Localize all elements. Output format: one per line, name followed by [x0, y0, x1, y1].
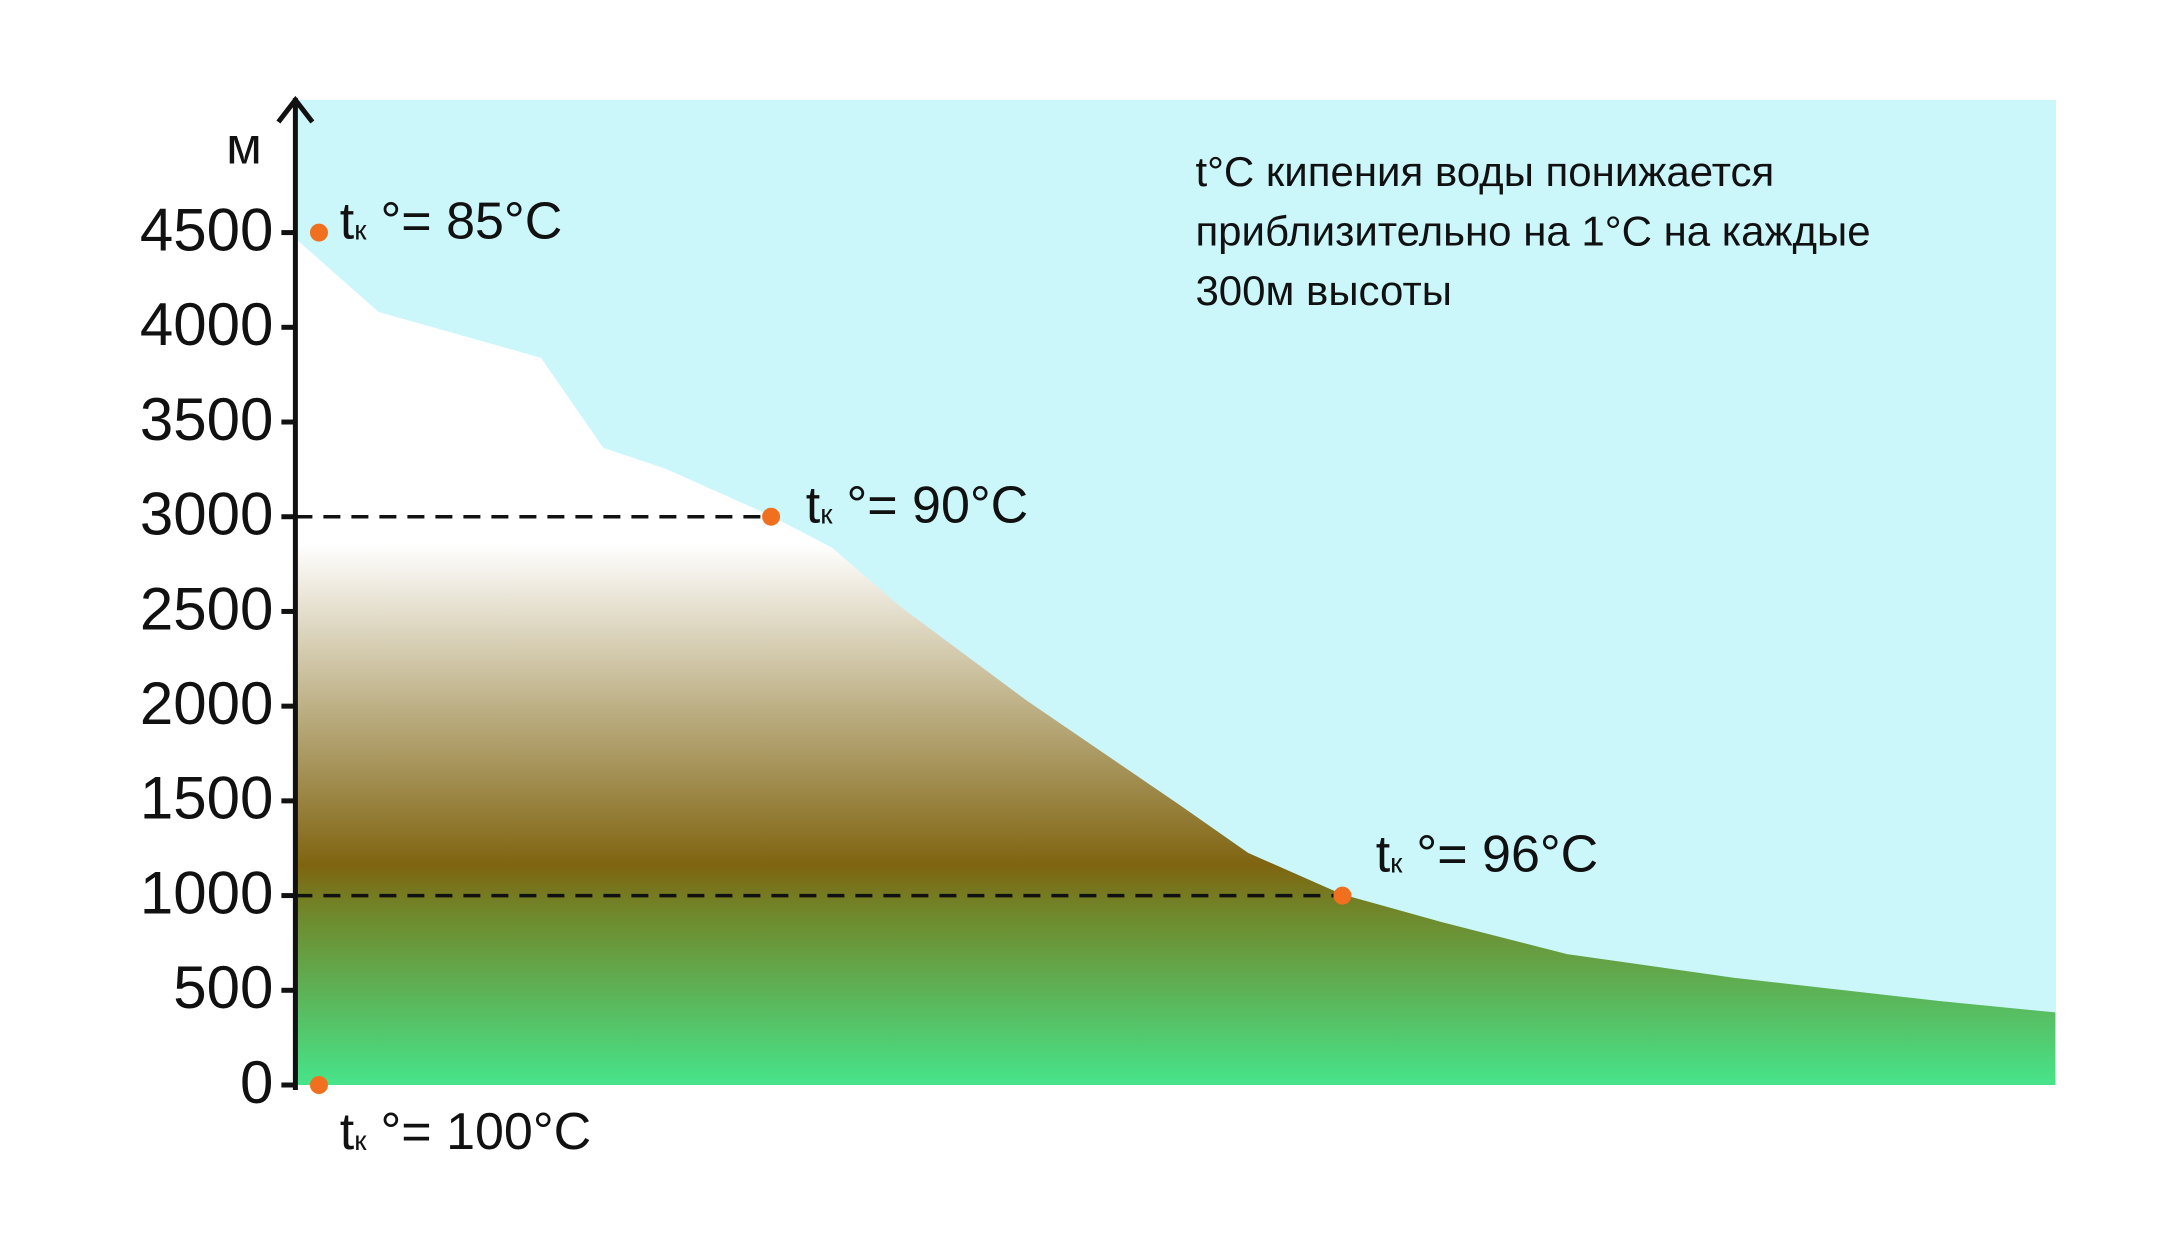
y-axis-label: м: [226, 118, 262, 176]
point: [762, 507, 781, 526]
note-line: 300м высоты: [1195, 267, 1451, 314]
label-t: t: [806, 476, 821, 534]
label-text: °= 85°C: [380, 192, 562, 250]
y-tick-label: 2500: [140, 575, 273, 642]
y-tick-label: 500: [173, 954, 273, 1021]
y-tick-label: 1500: [140, 765, 273, 832]
point: [309, 223, 328, 242]
axis-arrow: [276, 95, 315, 124]
point-label: tк °= 90°C: [806, 476, 1029, 534]
point: [1333, 886, 1352, 905]
y-tick-label: 4000: [140, 291, 273, 358]
mountain: [295, 238, 2056, 1085]
label-text: °= 90°C: [846, 476, 1028, 534]
point-label: tк °= 85°C: [340, 192, 563, 250]
label-t: t: [1376, 825, 1391, 883]
label-t: t: [340, 192, 355, 250]
y-tick-label: 3000: [140, 481, 273, 548]
point-label: tк °= 100°C: [340, 1103, 591, 1161]
label-text: °= 96°C: [1416, 825, 1598, 883]
label-text: °= 100°C: [380, 1103, 591, 1161]
label-sub: к: [354, 1125, 367, 1156]
label-sub: к: [354, 215, 367, 246]
point: [309, 1076, 328, 1094]
label-sub: к: [1390, 848, 1403, 879]
label-sub: к: [820, 499, 833, 530]
y-tick-label: 1000: [140, 859, 273, 926]
y-tick-label: 0: [240, 1049, 273, 1116]
y-tick-label: 2000: [140, 670, 273, 737]
point-label: tк °= 96°C: [1376, 825, 1599, 883]
y-tick-label: 4500: [140, 196, 273, 263]
note-line: приблизительно на 1°C на каждые: [1195, 207, 1870, 254]
label-t: t: [340, 1103, 355, 1161]
note-line: t°C кипения воды понижается: [1195, 148, 1774, 195]
y-tick-label: 3500: [140, 386, 273, 453]
